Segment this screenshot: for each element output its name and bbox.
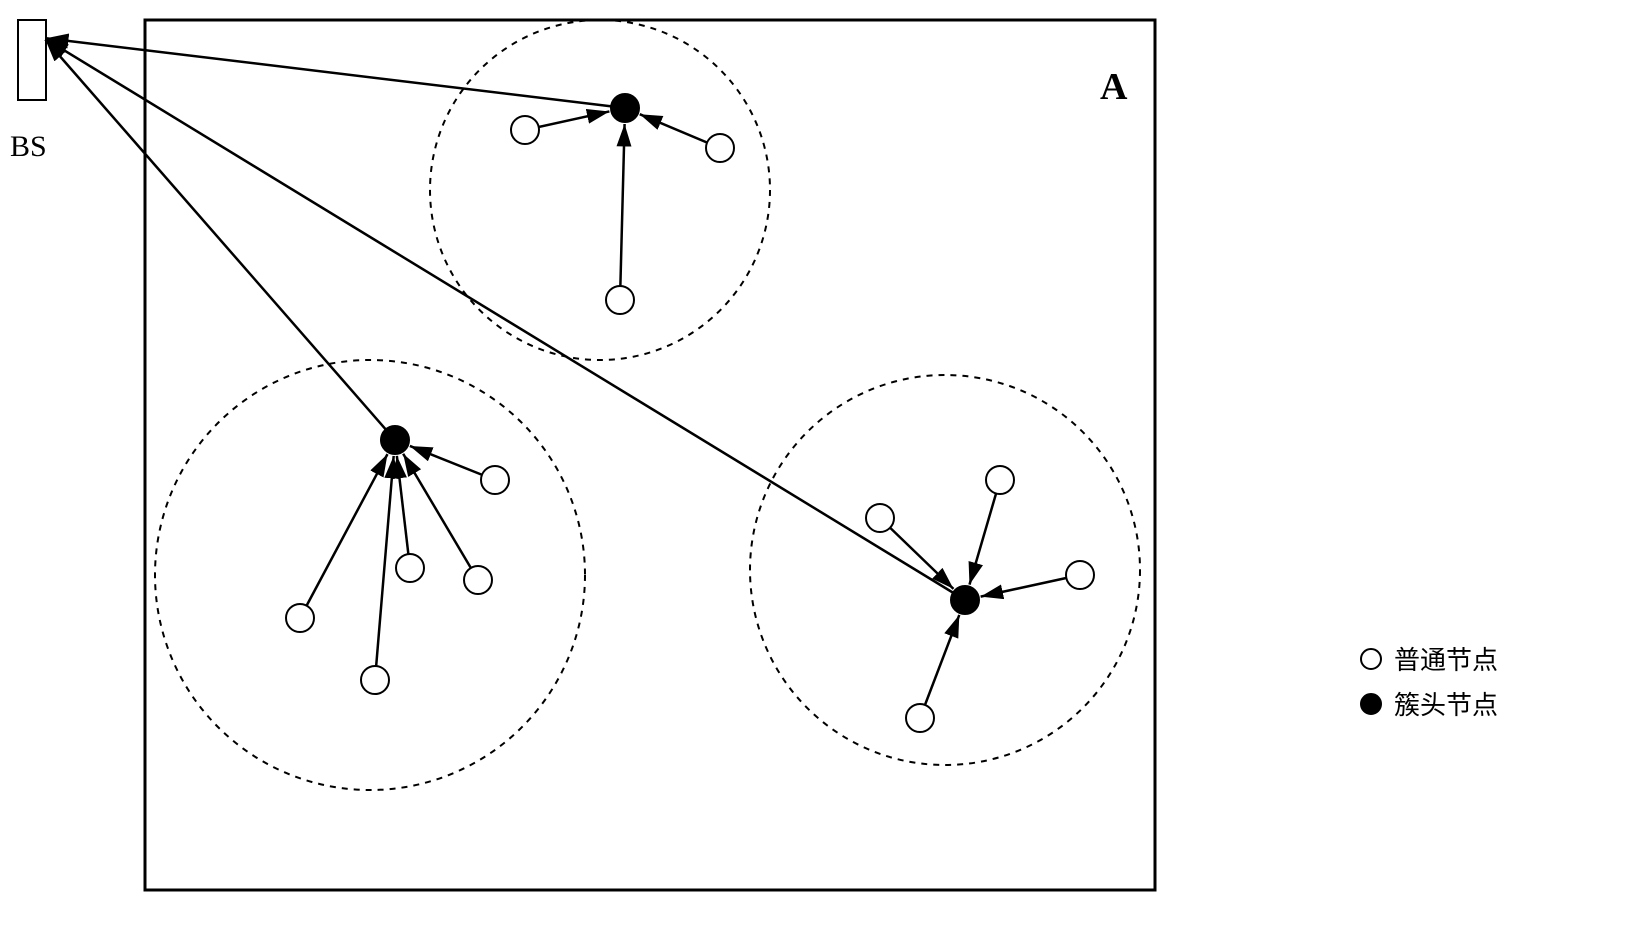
member-node [606, 286, 634, 314]
cluster-head-node [611, 94, 639, 122]
member-to-head-edge [300, 454, 387, 618]
member-to-head-edge [969, 480, 1000, 585]
member-node [396, 554, 424, 582]
base-station-rect [18, 20, 46, 100]
cluster-head-node [381, 426, 409, 454]
cluster-boundary [430, 20, 770, 360]
legend-member-icon [1360, 648, 1382, 670]
legend-head-icon [1360, 693, 1382, 715]
head-to-bs-edge [45, 40, 395, 440]
member-node [1066, 561, 1094, 589]
legend-item-head: 簇头节点 [1360, 685, 1498, 722]
legend-head-label: 簇头节点 [1394, 685, 1498, 722]
member-to-head-edge [920, 615, 959, 718]
member-to-head-edge [375, 456, 394, 680]
legend: 普通节点 簇头节点 [1360, 640, 1498, 730]
member-to-head-edge [620, 124, 625, 300]
head-to-bs-edge [46, 38, 625, 108]
region-rect [145, 20, 1155, 890]
member-node [511, 116, 539, 144]
legend-member-label: 普通节点 [1394, 640, 1498, 677]
member-to-head-edge [397, 456, 410, 568]
member-node [286, 604, 314, 632]
network-diagram [0, 0, 1634, 932]
cluster-boundary [155, 360, 585, 790]
member-node [906, 704, 934, 732]
legend-item-member: 普通节点 [1360, 640, 1498, 677]
member-to-head-edge [981, 575, 1080, 597]
base-station-label: BS [10, 130, 47, 164]
member-node [706, 134, 734, 162]
head-to-bs-edge [46, 39, 965, 600]
region-label: A [1100, 65, 1127, 109]
member-node [361, 666, 389, 694]
diagram-svg [0, 0, 1634, 932]
member-node [866, 504, 894, 532]
cluster-head-node [951, 586, 979, 614]
member-node [464, 566, 492, 594]
member-node [481, 466, 509, 494]
member-node [986, 466, 1014, 494]
